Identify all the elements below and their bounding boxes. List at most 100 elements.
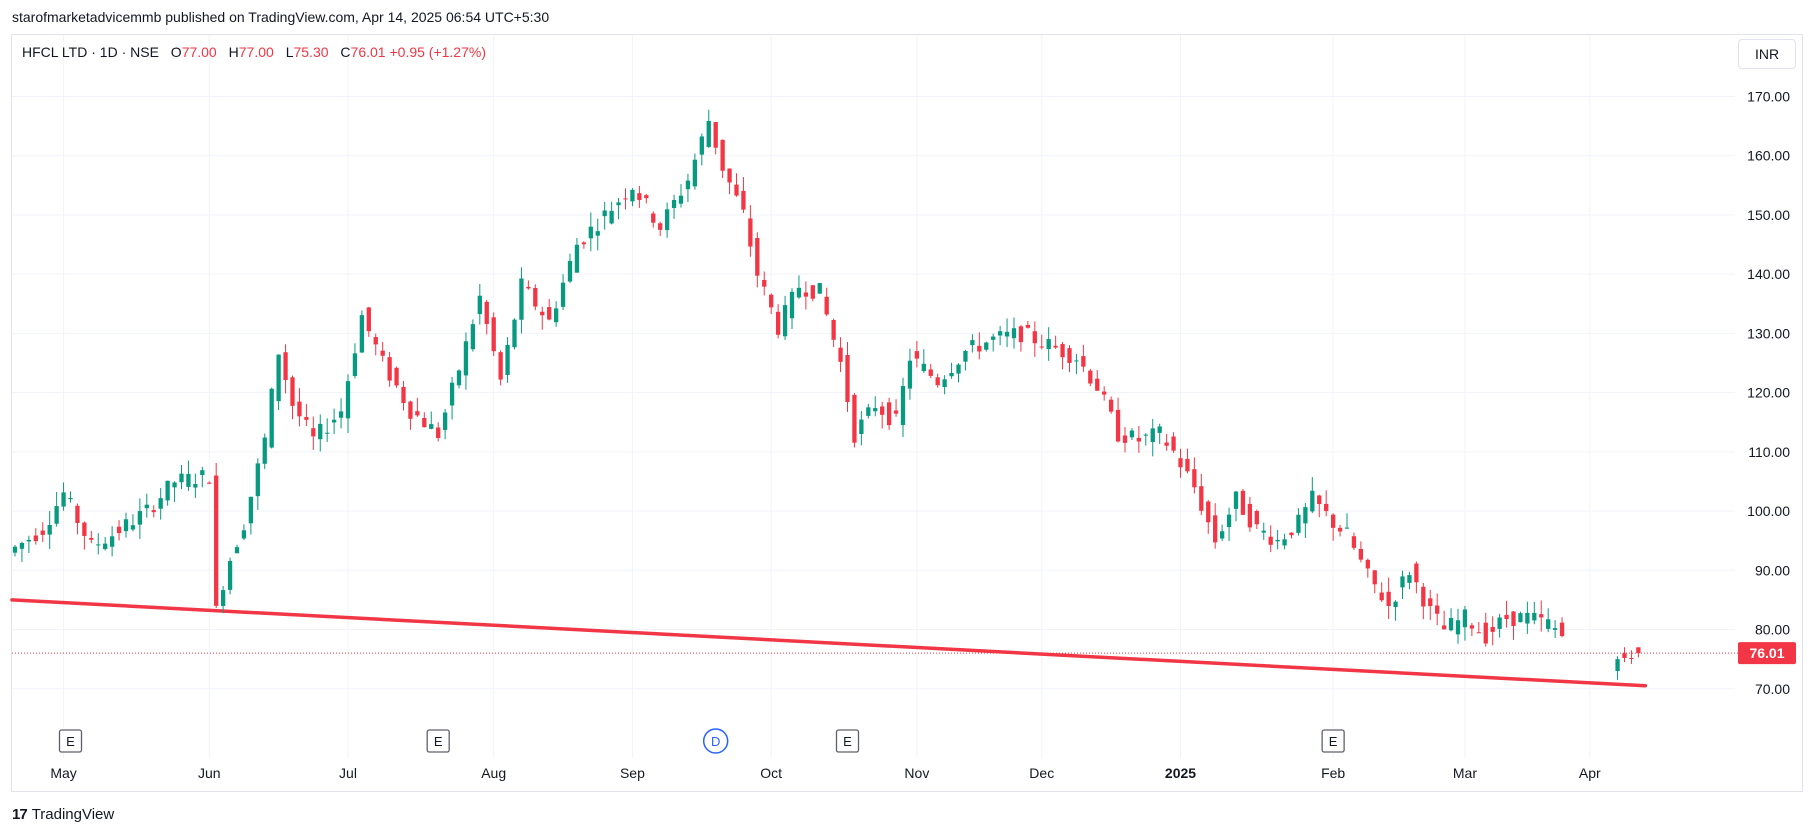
candle [1226,507,1232,542]
candle-body [1032,331,1037,344]
candle [477,284,482,325]
candle-body [401,386,406,403]
candle-body [484,301,489,324]
candle [318,414,323,452]
candle-body [942,379,947,388]
candle-body [449,382,455,406]
candle-body [1636,647,1641,654]
candle [276,354,281,411]
candle-body [1317,495,1322,505]
candle [1330,513,1336,541]
candle [1254,509,1259,530]
candle [859,410,864,446]
candle-body [1157,426,1162,433]
candle-body [387,357,392,381]
symbol-legend: HFCL LTD · 1D · NSE O77.00 H77.00 L75.30… [22,44,486,60]
symbol-title[interactable]: HFCL LTD · 1D · NSE [22,44,159,60]
publisher-caption: starofmarketadvicemmb published on Tradi… [12,9,550,25]
candle-body [755,238,760,276]
candle [942,375,947,395]
candle-body [1025,324,1031,328]
candle [727,168,732,195]
earnings-marker-box [426,729,450,753]
candle-body [658,223,663,230]
candle [283,344,288,394]
candle [734,173,739,197]
candle [1518,611,1523,623]
candle-body [241,530,247,539]
candle [928,363,933,379]
candle-body [297,401,302,417]
candle-body [151,510,156,513]
candle [803,281,809,310]
candle [408,400,413,430]
candle-body [1400,576,1405,588]
candle [442,409,448,440]
candle [1622,647,1627,663]
candle-body [1254,510,1259,525]
candle-body [859,419,864,434]
candle-body [1046,339,1051,350]
chart-frame [11,34,1803,792]
candle-body [1240,490,1246,515]
candle-body [762,280,767,287]
candle-body [1192,469,1197,488]
candle [1296,508,1301,536]
candle-body [991,336,996,340]
candle-body [304,417,309,420]
candle-body [678,195,684,204]
candle-body [1497,617,1502,629]
candle-body [477,295,482,315]
candle-body [109,536,115,547]
candle [553,301,559,327]
candle-body [220,590,226,606]
candle [519,267,524,334]
candle [325,418,330,442]
candle [1095,369,1100,391]
candle [1268,525,1273,553]
earnings-marker[interactable]: E [835,729,860,753]
candle [311,416,316,450]
candle-body [692,159,698,187]
candle [1497,613,1502,638]
candle-body [616,202,621,206]
candle-body [1226,514,1232,528]
candle-body [1629,657,1634,659]
candle-body [130,525,136,530]
candle [151,505,156,518]
earnings-marker[interactable]: E [426,729,450,753]
currency-button[interactable]: INR [1738,39,1796,69]
candle [824,287,829,317]
candle [831,318,836,348]
candle-body [1622,653,1627,658]
candle [678,184,684,208]
y-tick-label: 110.00 [1748,444,1790,460]
candle [1081,344,1086,372]
candle-body [581,242,587,245]
candle-body [311,428,316,437]
x-tick-label: 2025 [1165,765,1196,781]
candle-body [817,283,822,294]
candle-body [956,364,961,374]
candle [227,557,233,595]
x-tick-label: Jun [198,765,221,781]
candle [144,493,149,518]
candle-body [394,367,399,386]
candle-body [331,419,337,423]
candle [61,482,66,511]
earnings-marker[interactable]: E [58,729,83,753]
candle-body [1136,437,1142,442]
earnings-marker[interactable]: E [1321,729,1345,753]
candle [1615,656,1620,680]
candle [574,237,580,273]
candle [1317,494,1322,518]
candle-body [345,381,351,419]
candle [193,473,198,498]
candle-body [595,231,600,236]
dividend-marker[interactable]: D [702,728,729,754]
candle-body [227,561,233,590]
tradingview-brand[interactable]: 17 TradingView [12,806,114,823]
candle [68,491,73,503]
